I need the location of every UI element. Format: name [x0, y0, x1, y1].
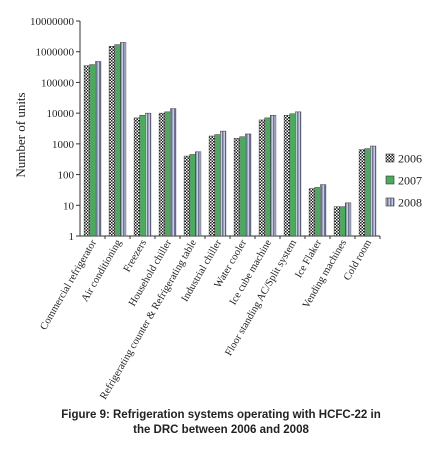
bar-2006: [358, 149, 365, 237]
bar-2007: [264, 117, 271, 237]
bar-2008: [245, 133, 252, 237]
bar-2008: [320, 184, 327, 237]
bar-2008: [120, 42, 127, 237]
caption-line-2: the DRC between 2006 and 2008: [133, 424, 309, 436]
y-tick-label: 10000: [47, 108, 75, 120]
bar-2008: [370, 145, 377, 237]
bar-2007: [314, 187, 321, 237]
bar-2007: [139, 115, 146, 237]
bar-2008: [195, 151, 202, 237]
y-tick-label: 10: [63, 200, 75, 212]
y-tick-label: 100000: [41, 77, 75, 89]
bar-2008: [345, 202, 352, 237]
legend-swatch-2007: [385, 175, 395, 185]
y-tick-label: 10000000: [30, 16, 75, 28]
bar-2006: [83, 65, 90, 237]
legend-label: 2007: [398, 174, 422, 188]
bar-2007: [214, 134, 221, 237]
bar-2007: [339, 206, 346, 237]
bar-2006: [158, 112, 165, 237]
legend-label: 2006: [398, 152, 422, 166]
bar-2006: [108, 46, 115, 237]
figure-caption: Figure 9: Refrigeration systems operatin…: [0, 408, 442, 438]
legend-swatch-2008: [385, 197, 395, 207]
y-tick-label: 1: [69, 231, 75, 243]
bar-2007: [114, 44, 121, 237]
bar-2008: [170, 108, 177, 237]
bar-2008: [145, 112, 152, 237]
bar-2006: [183, 155, 190, 237]
bar-2006: [258, 119, 265, 237]
caption-line-1: Figure 9: Refrigeration systems operatin…: [61, 409, 381, 421]
bar-2006: [233, 138, 240, 237]
bar-2007: [189, 154, 196, 237]
bar-2008: [220, 130, 227, 237]
y-tick-label: 1000: [52, 139, 75, 151]
bar-2008: [95, 61, 102, 237]
bar-2007: [164, 111, 171, 237]
y-axis-label: Number of units: [13, 92, 28, 177]
bar-2006: [283, 115, 290, 237]
bar-2007: [289, 113, 296, 237]
y-tick-label: 1000000: [36, 47, 75, 59]
bar-2007: [239, 136, 246, 237]
bar-2006: [333, 206, 340, 237]
bar-2008: [270, 115, 277, 237]
x-category-label: Freezers: [122, 238, 149, 274]
bar-2008: [295, 111, 302, 237]
legend-swatch-2006: [385, 153, 395, 163]
bar-2006: [133, 117, 140, 237]
bar-2006: [208, 135, 215, 237]
y-tick-label: 100: [58, 170, 75, 182]
bar-2007: [89, 64, 96, 237]
bar-2006: [308, 188, 315, 237]
legend-label: 2008: [398, 196, 422, 210]
bar-2007: [364, 148, 371, 237]
x-category-label: Refrigerating counter & Refrigerating ta…: [98, 238, 199, 400]
